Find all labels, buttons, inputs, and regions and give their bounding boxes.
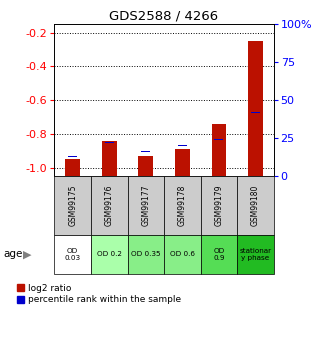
Text: GSM99178: GSM99178 [178,185,187,226]
Text: ▶: ▶ [23,249,32,259]
Bar [138,156,153,176]
Text: GSM99179: GSM99179 [214,185,223,226]
Bar [237,235,274,274]
Text: OD 0.6: OD 0.6 [170,252,195,257]
Bar [251,112,260,113]
Bar [237,176,274,235]
Bar [128,176,164,235]
Text: GSM99175: GSM99175 [68,185,77,226]
Bar [141,151,150,152]
Text: OD
0.03: OD 0.03 [65,248,81,261]
Bar [164,176,201,235]
Bar [248,41,263,176]
Text: stationar
y phase: stationar y phase [239,248,272,261]
Bar [178,145,187,146]
Bar [65,159,80,176]
Text: GSM99176: GSM99176 [105,185,114,226]
Bar [68,156,77,157]
Title: GDS2588 / 4266: GDS2588 / 4266 [109,10,219,23]
Bar [54,235,91,274]
Bar [91,176,128,235]
Text: OD
0.9: OD 0.9 [213,248,225,261]
Bar [128,235,164,274]
Bar [164,235,201,274]
Text: GSM99180: GSM99180 [251,185,260,226]
Bar [105,142,114,143]
Bar [211,124,226,176]
Bar [175,149,190,176]
Bar [201,235,237,274]
Bar [54,176,91,235]
Text: age: age [3,249,22,259]
Text: GSM99177: GSM99177 [141,185,150,226]
Bar [214,139,223,140]
Bar [102,140,117,176]
Legend: log2 ratio, percentile rank within the sample: log2 ratio, percentile rank within the s… [17,284,181,304]
Bar [91,235,128,274]
Text: OD 0.35: OD 0.35 [131,252,160,257]
Text: OD 0.2: OD 0.2 [97,252,122,257]
Bar [201,176,237,235]
